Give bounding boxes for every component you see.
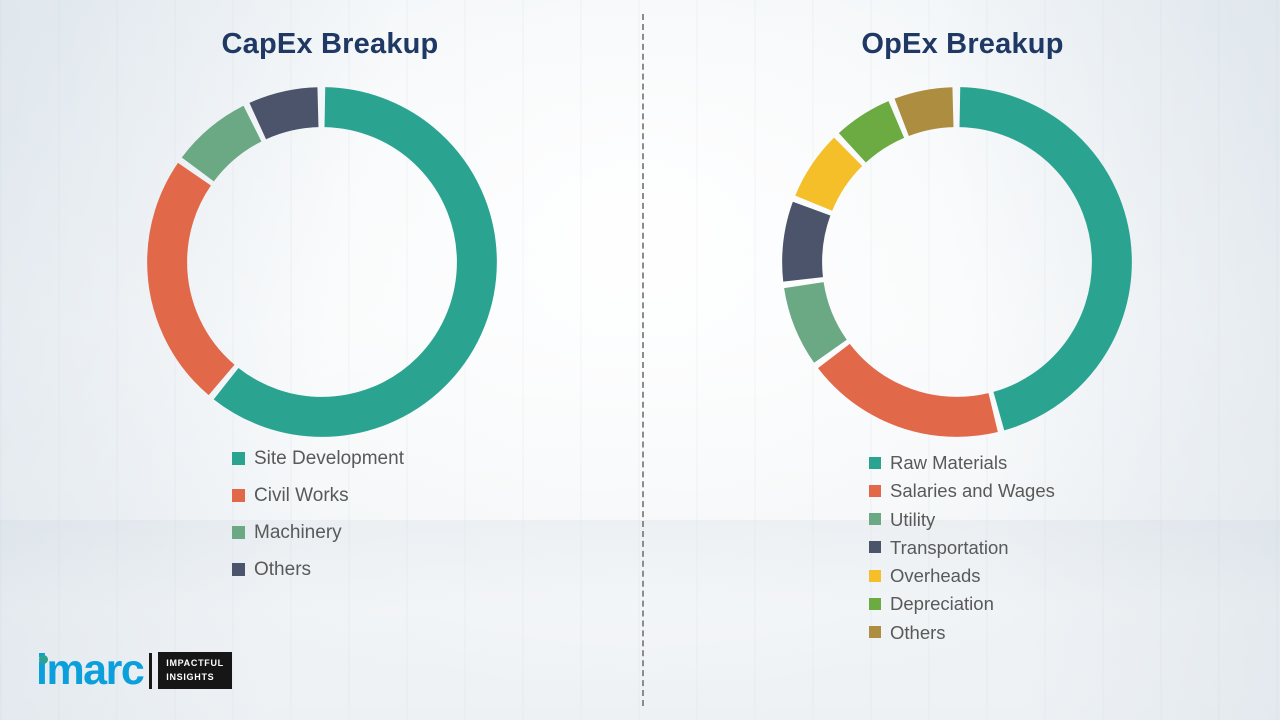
center-dashed-divider [642, 14, 644, 706]
donut-segment-site-development [147, 87, 497, 437]
legend-swatch-icon [869, 569, 881, 582]
legend-item-raw-materials: Raw Materials [869, 452, 1055, 473]
legend-label: Machinery [254, 521, 342, 543]
legend-swatch-icon [869, 541, 881, 554]
legend-swatch-icon [869, 456, 881, 469]
imarc-logo: imarc IMPACTFUL INSIGHTS [36, 649, 232, 692]
legend-item-civil-works: Civil Works [232, 485, 404, 507]
donut-segment-transportation [782, 87, 1132, 437]
legend-label: Site Development [254, 448, 404, 469]
legend-label: Transportation [890, 536, 1009, 558]
legend-item-salaries-and-wages: Salaries and Wages [869, 480, 1055, 501]
legend-item-depreciation: Depreciation [869, 593, 1055, 614]
legend-swatch-icon [232, 562, 245, 576]
imarc-brand: imarc [36, 646, 145, 694]
logo-divider-bar [149, 652, 153, 689]
legend-swatch-icon [232, 489, 245, 503]
tagline-line2: INSIGHTS [166, 671, 215, 682]
donut-chart-svg [782, 87, 1132, 437]
legend-item-others: Others [232, 559, 404, 581]
legend-swatch-icon [869, 597, 881, 610]
tagline-line1: IMPACTFUL [166, 658, 224, 669]
legend-label: Others [890, 621, 946, 643]
legend-item-transportation: Transportation [869, 537, 1055, 558]
imarc-tagline: IMPACTFUL INSIGHTS [158, 652, 232, 689]
opex-legend: Raw Materials Salaries and Wages Utility Tr… [869, 452, 1055, 643]
legend-swatch-icon [869, 513, 881, 526]
legend-label: Utility [890, 508, 936, 530]
legend-label: Civil Works [254, 484, 349, 506]
legend-item-site-development: Site Development [232, 448, 404, 470]
legend-swatch-icon [869, 484, 881, 497]
legend-item-utility: Utility [869, 509, 1055, 530]
legend-label: Others [254, 558, 312, 580]
donut-segment-salaries-and-wages [782, 87, 1132, 437]
opex-donut-chart [781, 86, 1133, 438]
legend-label: Raw Materials [890, 452, 1008, 473]
legend-swatch-icon [232, 452, 245, 466]
donut-chart-svg [147, 87, 497, 437]
donut-segment-raw-materials [782, 87, 1132, 437]
legend-item-overheads: Overheads [869, 565, 1055, 586]
capex-chart-title: CapEx Breakup [221, 28, 439, 60]
imarc-brand-text: imarc [36, 646, 145, 694]
legend-swatch-icon [869, 626, 881, 639]
capex-legend: Site Development Civil Works Machinery Othe… [232, 448, 404, 580]
donut-segment-civil-works [147, 87, 497, 437]
legend-swatch-icon [232, 526, 245, 540]
legend-label: Depreciation [890, 593, 994, 615]
legend-label: Overheads [890, 565, 981, 587]
capex-donut-chart [146, 86, 498, 438]
opex-chart-title: OpEx Breakup [861, 28, 1064, 60]
legend-item-machinery: Machinery [232, 522, 404, 544]
background-band [0, 520, 1280, 610]
legend-item-others: Others [869, 622, 1055, 643]
legend-label: Salaries and Wages [890, 480, 1055, 502]
opex-panel: OpEx Breakup Raw Materials Salaries and W… [690, 24, 1235, 704]
capex-panel: CapEx Breakup Site Development Civil Work… [60, 24, 600, 704]
imarc-brand-dot-icon [39, 655, 48, 664]
